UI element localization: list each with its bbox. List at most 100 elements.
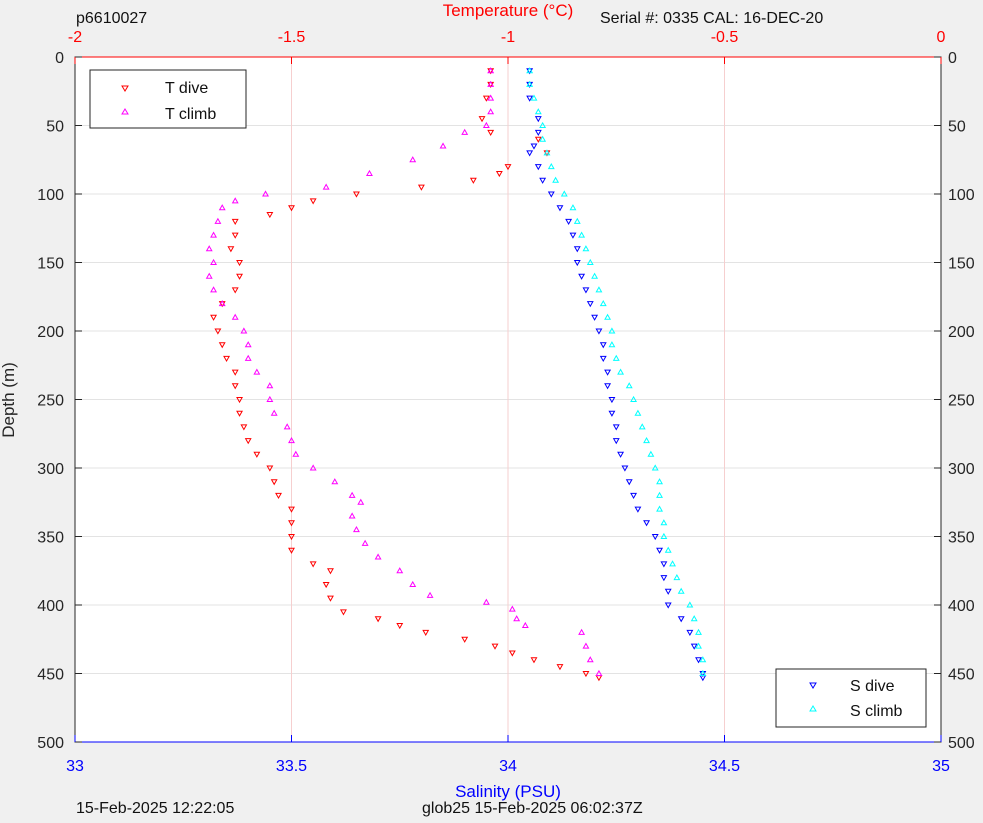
s-dive-point (660, 561, 668, 568)
t-dive-point (231, 287, 239, 294)
legend-salinity-box (775, 668, 927, 728)
salinity-tick-label: 33 (66, 758, 84, 775)
t-climb-point (348, 512, 356, 519)
salinity-tick-label: 34.5 (709, 758, 740, 775)
s-climb-point (604, 313, 612, 320)
t-climb-point (218, 204, 226, 211)
t-dive-point (288, 547, 295, 554)
t-climb-point (283, 423, 291, 430)
s-climb-point (552, 176, 560, 183)
t-climb-point (521, 621, 529, 629)
t-climb-legend-label: T climb (165, 106, 216, 123)
salinity-tick-label: 35 (932, 758, 950, 775)
t-dive-point (236, 410, 243, 417)
s-dive-point (630, 492, 638, 500)
t-climb-point (482, 598, 490, 605)
t-dive-point (422, 629, 430, 637)
t-climb-point (210, 258, 218, 265)
depth-tick-label-left: 350 (37, 530, 64, 547)
s-dive-point (569, 232, 577, 239)
s-climb-point (608, 327, 616, 334)
t-dive-point (214, 328, 222, 335)
s-climb-point (591, 272, 599, 279)
s-climb-point (699, 669, 707, 676)
s-dive-point (578, 273, 586, 280)
s-climb-point (677, 587, 685, 594)
t-dive-point (288, 534, 295, 541)
t-climb-point (352, 526, 360, 533)
s-climb-point (634, 409, 642, 416)
s-dive-point (634, 506, 642, 513)
depth-tick-label-right: 0 (948, 50, 957, 67)
s-dive-point (612, 424, 620, 431)
t-climb-point (487, 80, 495, 87)
depth-tick-label-left: 250 (37, 393, 64, 410)
t-dive-point (504, 164, 512, 171)
s-climb-point (599, 299, 607, 307)
s-climb-point (612, 354, 620, 361)
s-climb-point (669, 560, 676, 567)
s-climb-point (526, 80, 534, 87)
s-dive-point (608, 410, 616, 417)
t-dive-point (236, 397, 243, 404)
serial-cal-label: Serial #: 0335 CAL: 16-DEC-20 (600, 10, 824, 27)
t-climb-legend-marker (121, 108, 129, 115)
s-dive-legend-label: S dive (850, 678, 895, 695)
depth-tick-label-right: 400 (948, 598, 975, 615)
s-dive-point (664, 588, 672, 595)
s-climb-point (547, 162, 555, 170)
s-climb-point (656, 505, 664, 512)
t-dive-point (288, 506, 295, 513)
t-climb-point (487, 67, 495, 74)
t-climb-point (210, 231, 218, 238)
s-climb-point (651, 464, 659, 471)
depth-tick-label-left: 450 (37, 667, 64, 684)
s-dive-point (599, 355, 607, 363)
t-dive-legend-marker (121, 85, 129, 92)
t-dive-point (582, 671, 590, 678)
s-dive-point (599, 342, 607, 349)
t-dive-point (223, 355, 231, 363)
depth-tick-label-right: 50 (948, 119, 966, 136)
t-dive-point (231, 218, 239, 226)
depth-tick-label-left: 500 (37, 735, 64, 752)
s-dive-point (565, 218, 573, 226)
footer-datetime: 15-Feb-2025 12:22:05 (76, 800, 235, 817)
t-climb-point (578, 628, 586, 635)
s-climb-point (573, 217, 581, 224)
t-dive-point (508, 650, 516, 657)
s-dive-legend-marker (809, 682, 817, 689)
temperature-tick-label: -2 (68, 29, 82, 46)
depth-tick-label-right: 200 (948, 324, 975, 341)
t-climb-point (322, 183, 330, 190)
t-climb-point (361, 539, 369, 546)
temperature-tick-label: -1 (501, 29, 515, 46)
t-climb-point (205, 272, 213, 279)
s-climb-point (660, 532, 668, 539)
t-dive-point (556, 664, 564, 671)
s-dive-point (625, 479, 633, 486)
t-climb-point (266, 382, 274, 389)
s-dive-point (547, 191, 555, 198)
s-climb-point (569, 204, 577, 211)
t-dive-point (218, 342, 226, 349)
t-climb-point (270, 409, 278, 416)
t-dive-point (340, 609, 347, 616)
s-dive-point (591, 314, 599, 321)
t-dive-point (417, 184, 425, 191)
s-dive-point (604, 383, 612, 390)
t-dive-point (309, 198, 317, 205)
t-climb-point (586, 656, 594, 663)
t-climb-point (508, 605, 516, 612)
temperature-axis-label: Temperature (°C) (443, 1, 574, 20)
t-dive-point (236, 260, 243, 267)
t-climb-point (214, 217, 222, 224)
t-dive-point (322, 581, 330, 589)
temperature-tick-label: -0.5 (711, 29, 739, 46)
t-climb-point (582, 642, 590, 649)
depth-tick-label-left: 400 (37, 598, 64, 615)
s-climb-point (625, 382, 633, 389)
s-dive-point (608, 397, 616, 404)
s-dive-point (660, 575, 668, 582)
